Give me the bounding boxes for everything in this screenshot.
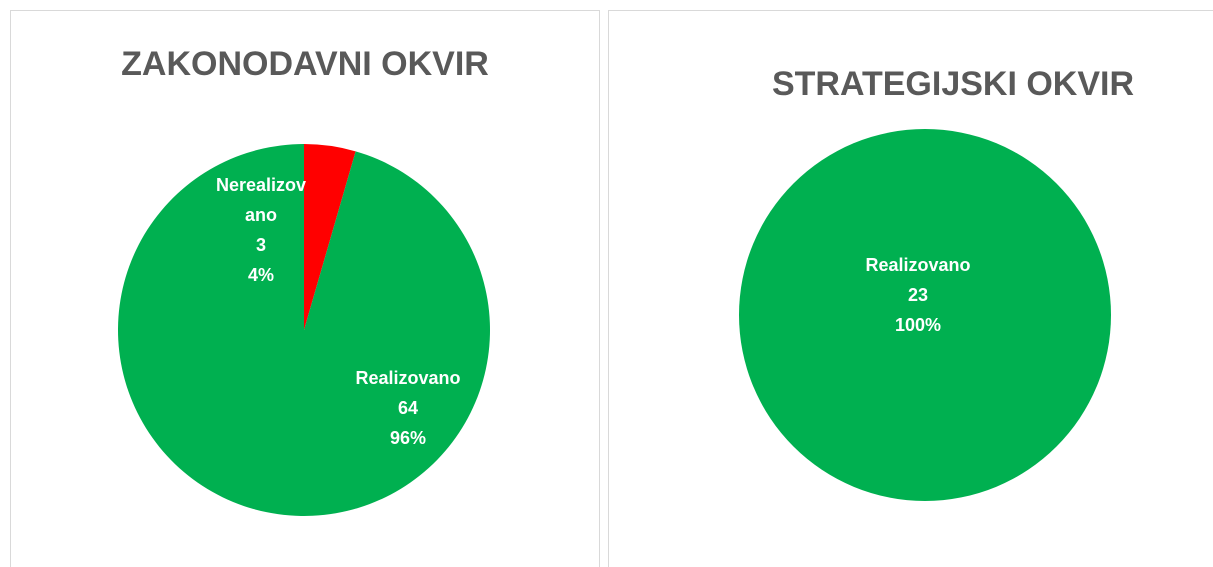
value-label: 23 [907,285,929,305]
value-label: 3 [255,235,266,255]
percent-label: 100% [894,315,942,335]
chart-title: ZAKONODAVNI OKVIR [121,45,489,83]
chart-title: STRATEGIJSKI OKVIR [771,65,1135,103]
data-label: Realizovano 64 96% [353,363,463,453]
percent-label: 4% [247,265,274,285]
pie-slice [739,129,1111,501]
category-label: Realizovano [865,255,971,275]
category-label: Nerealizovano [215,175,307,225]
data-label: Realizovano 23 100% [858,250,978,340]
data-label: Nerealizovano 3 4% [213,170,309,290]
pie-slice [117,144,490,516]
pie-slice [304,144,356,330]
category-label: Realizovano [355,368,461,388]
value-label: 64 [397,398,419,418]
percent-label: 96% [389,428,427,448]
